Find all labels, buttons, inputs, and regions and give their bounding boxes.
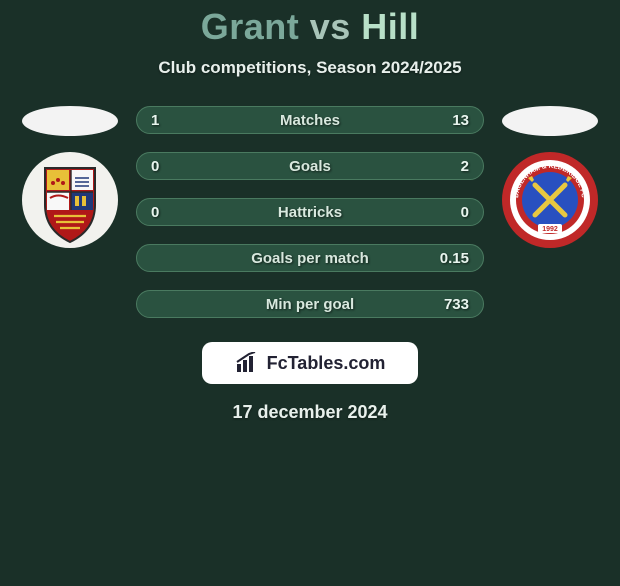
stat-row-min-per-goal: Min per goal 733: [136, 290, 484, 318]
stat-right-value: 0: [461, 204, 469, 221]
stat-label: Hattricks: [137, 204, 483, 221]
stat-label: Goals: [137, 158, 483, 175]
stats-column: 1 Matches 13 0 Goals 2 0 Hattricks 0 Goa…: [130, 106, 490, 318]
stat-right-value: 733: [444, 296, 469, 313]
stat-left-value: 0: [151, 158, 159, 175]
stat-label: Goals per match: [137, 250, 483, 267]
vs-text: vs: [310, 6, 351, 47]
date-text: 17 december 2024: [0, 402, 620, 423]
stat-row-goals-per-match: Goals per match 0.15: [136, 244, 484, 272]
stat-row-hattricks: 0 Hattricks 0: [136, 198, 484, 226]
player1-name: Grant: [201, 6, 300, 47]
stat-row-goals: 0 Goals 2: [136, 152, 484, 180]
right-column: 1992 DAGENHAM & REDBRIDGE FC: [490, 106, 610, 250]
stat-row-matches: 1 Matches 13: [136, 106, 484, 134]
logo-text: FcTables.com: [267, 353, 386, 374]
stat-left-value: 0: [151, 204, 159, 221]
player2-name: Hill: [361, 6, 419, 47]
fctables-logo: FcTables.com: [202, 342, 418, 384]
comparison-grid: 1 Matches 13 0 Goals 2 0 Hattricks 0 Goa…: [0, 106, 620, 318]
stat-right-value: 13: [452, 112, 469, 129]
player1-avatar: [22, 106, 118, 136]
left-club-badge: [20, 150, 120, 250]
subtitle: Club competitions, Season 2024/2025: [0, 58, 620, 78]
right-club-badge: 1992 DAGENHAM & REDBRIDGE FC: [500, 150, 600, 250]
stat-right-value: 0.15: [440, 250, 469, 267]
page-title: Grant vs Hill: [0, 6, 620, 48]
player2-avatar: [502, 106, 598, 136]
stat-right-value: 2: [461, 158, 469, 175]
left-column: [10, 106, 130, 250]
stat-label: Min per goal: [137, 296, 483, 313]
stat-left-value: 1: [151, 112, 159, 129]
chart-icon: [235, 352, 261, 374]
stat-label: Matches: [137, 112, 483, 129]
svg-text:1992: 1992: [542, 226, 558, 233]
